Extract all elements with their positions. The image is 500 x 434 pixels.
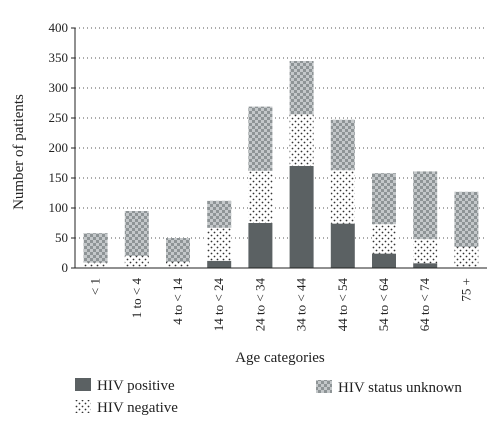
bar-segment-hiv-negative — [330, 170, 355, 224]
x-tick-label: 24 to < 34 — [252, 278, 267, 332]
legend-swatch-hiv-positive — [75, 378, 91, 391]
y-tick-label: 350 — [49, 50, 69, 65]
bar-segment-hiv-positive — [207, 260, 232, 268]
y-tick-labels: 0 50 100 150 200 250 300 350 400 — [49, 20, 69, 275]
bars — [83, 61, 479, 268]
bar-segment-hiv-negative — [454, 247, 479, 268]
bar-segment-hiv-status-unknown — [124, 211, 149, 256]
bar-segment-hiv-status-unknown — [166, 238, 190, 262]
x-tick-label: 54 to < 64 — [376, 278, 391, 332]
bar-segment-hiv-status-unknown — [83, 233, 108, 263]
bar-segment-hiv-status-unknown — [330, 119, 355, 171]
legend-label-hiv-positive: HIV positive — [97, 378, 175, 394]
y-tick-label: 0 — [62, 260, 69, 275]
x-tick-label: 34 to < 44 — [294, 278, 309, 332]
x-tick-labels: < 1 1 to < 4 4 to < 14 14 to < 24 24 to < 34… — [88, 278, 474, 332]
bar-segment-hiv-status-unknown — [454, 191, 479, 247]
legend-label-hiv-status-unknown: HIV status unknown — [338, 380, 462, 396]
bar-segment-hiv-positive — [289, 166, 314, 268]
bar-segment-hiv-positive — [330, 223, 355, 268]
y-tick-label: 300 — [49, 80, 69, 95]
bar-segment-hiv-status-unknown — [248, 106, 273, 171]
y-tick-label: 250 — [49, 110, 69, 125]
x-tick-label: 44 to < 54 — [335, 278, 350, 332]
x-tick-label: 4 to < 14 — [170, 278, 185, 325]
bar-segment-hiv-negative — [166, 262, 190, 268]
x-tick-label: < 1 — [88, 278, 103, 295]
legend: HIV positive HIV negative HIV status unk… — [75, 378, 462, 416]
x-tick-label: 1 to < 4 — [129, 278, 144, 319]
y-tick-label: 200 — [49, 140, 69, 155]
bar-segment-hiv-negative — [372, 224, 396, 254]
y-axis-title: Number of patients — [11, 94, 27, 210]
legend-swatch-hiv-status-unknown — [316, 380, 332, 393]
bar-segment-hiv-negative — [124, 256, 149, 268]
legend-swatch-hiv-negative — [75, 400, 91, 413]
bar-segment-hiv-status-unknown — [413, 171, 438, 240]
x-tick-label: 64 to < 74 — [417, 278, 432, 332]
bar-segment-hiv-negative — [413, 239, 438, 264]
bar-segment-hiv-negative — [248, 170, 273, 223]
bar-segment-hiv-negative — [207, 227, 232, 261]
bar-segment-hiv-status-unknown — [207, 200, 232, 228]
x-tick-label: 14 to < 24 — [211, 278, 226, 332]
legend-label-hiv-negative: HIV negative — [97, 400, 178, 416]
x-axis-title: Age categories — [235, 350, 325, 366]
bar-segment-hiv-positive — [372, 253, 396, 268]
y-tick-label: 100 — [49, 200, 69, 215]
bar-segment-hiv-status-unknown — [372, 173, 396, 225]
y-tick-label: 150 — [49, 170, 69, 185]
bar-segment-hiv-positive — [413, 263, 438, 268]
y-tick-label: 50 — [55, 230, 68, 245]
bar-segment-hiv-status-unknown — [289, 61, 314, 115]
bar-segment-hiv-negative — [83, 262, 108, 268]
x-tick-label: 75 + — [458, 278, 473, 302]
bar-segment-hiv-negative — [289, 114, 314, 166]
axes — [71, 27, 487, 269]
y-tick-label: 400 — [49, 20, 69, 35]
bar-segment-hiv-positive — [248, 223, 273, 268]
